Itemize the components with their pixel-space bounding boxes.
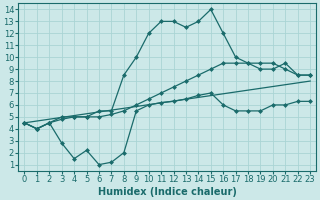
X-axis label: Humidex (Indice chaleur): Humidex (Indice chaleur) [98, 187, 237, 197]
